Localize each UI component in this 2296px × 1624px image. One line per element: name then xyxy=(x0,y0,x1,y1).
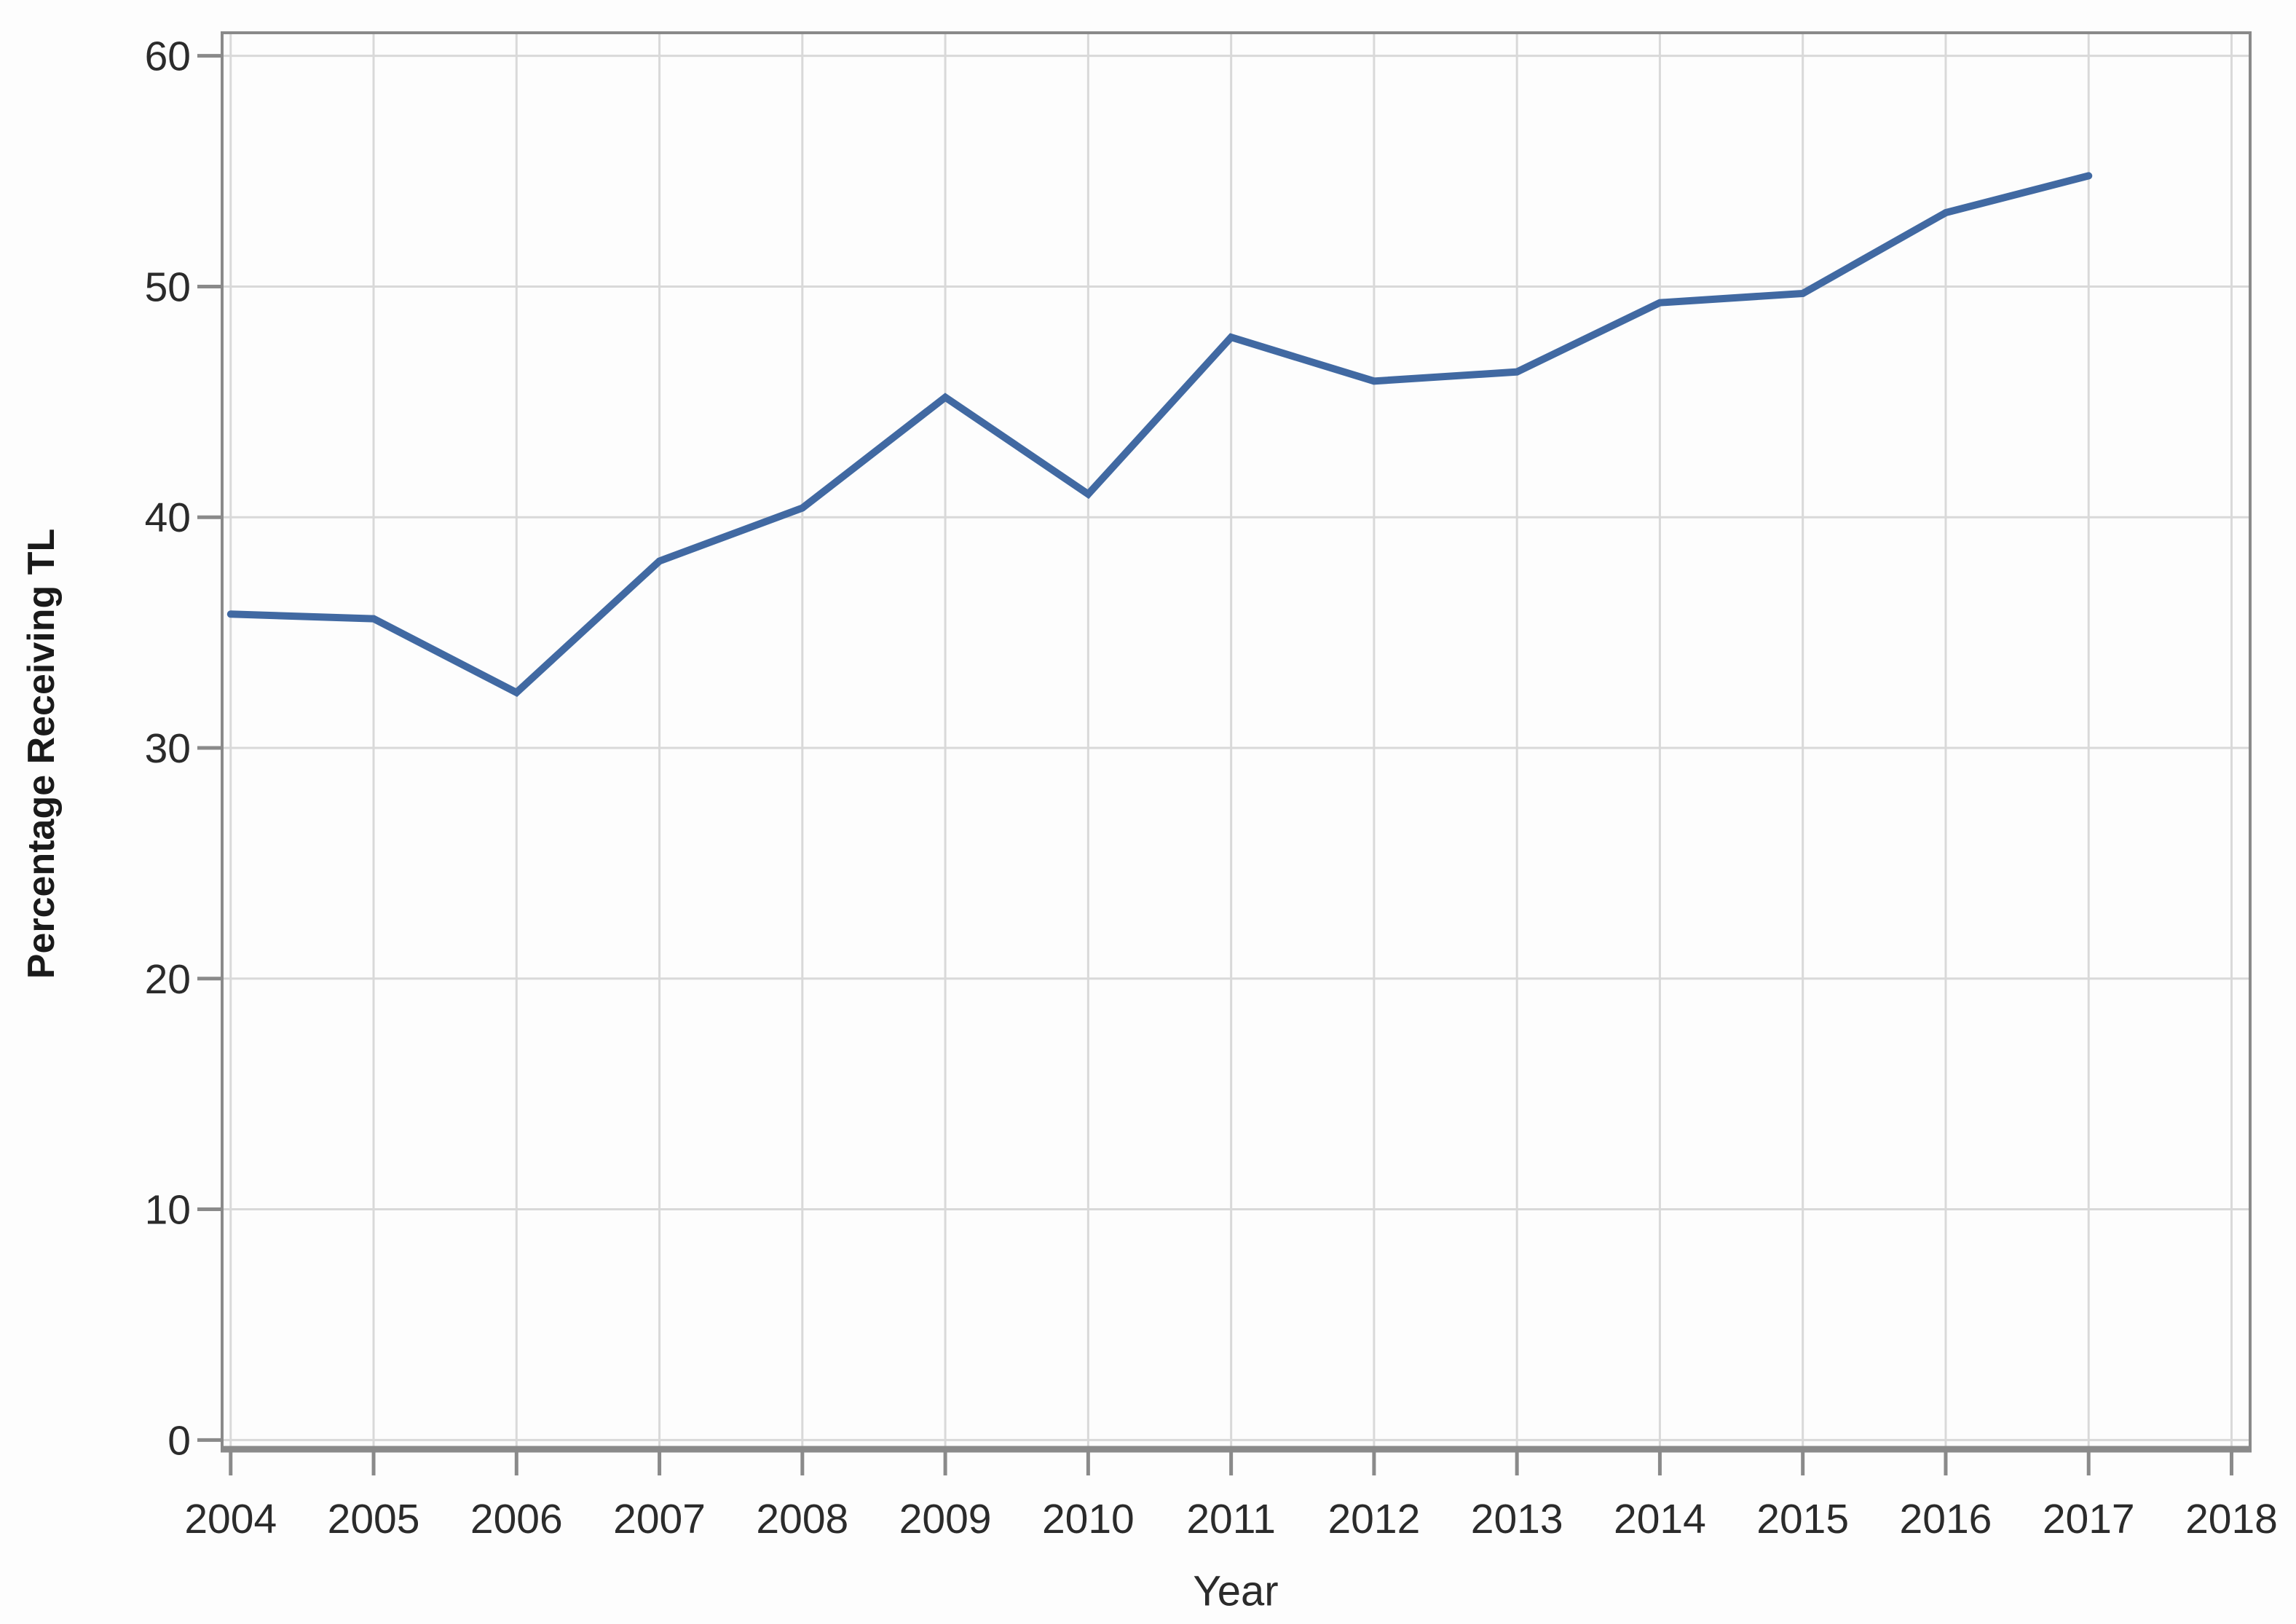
x-tick-label: 2015 xyxy=(1756,1496,1849,1542)
x-tick-label: 2008 xyxy=(756,1496,848,1542)
y-tick-label: 10 xyxy=(145,1187,191,1234)
x-tick-label: 2004 xyxy=(184,1496,277,1542)
x-tick-label: 2010 xyxy=(1042,1496,1135,1542)
x-axis-title: Year xyxy=(1193,1567,1279,1615)
x-tick-label: 2018 xyxy=(2185,1496,2278,1542)
x-tick-label: 2007 xyxy=(613,1496,706,1542)
x-tick-label: 2011 xyxy=(1186,1496,1276,1542)
y-tick-label: 0 xyxy=(167,1417,191,1464)
x-tick-label: 2005 xyxy=(328,1496,420,1542)
y-tick-label: 40 xyxy=(145,494,191,541)
y-tick-label: 30 xyxy=(145,725,191,772)
y-axis-title: Percentage Receiving TL xyxy=(20,528,63,979)
y-tick-label: 20 xyxy=(145,956,191,1003)
y-tick-label: 50 xyxy=(145,264,191,310)
x-tick-label: 2012 xyxy=(1328,1496,1420,1542)
x-tick-label: 2009 xyxy=(899,1496,992,1542)
x-tick-label: 2006 xyxy=(470,1496,563,1542)
x-tick-label: 2016 xyxy=(1900,1496,1992,1542)
y-tick-label: 60 xyxy=(145,33,191,80)
trend-line xyxy=(226,172,2093,698)
x-tick-label: 2014 xyxy=(1614,1496,1706,1542)
x-tick-label: 2017 xyxy=(2043,1496,2135,1542)
x-tick-label: 2013 xyxy=(1471,1496,1563,1542)
